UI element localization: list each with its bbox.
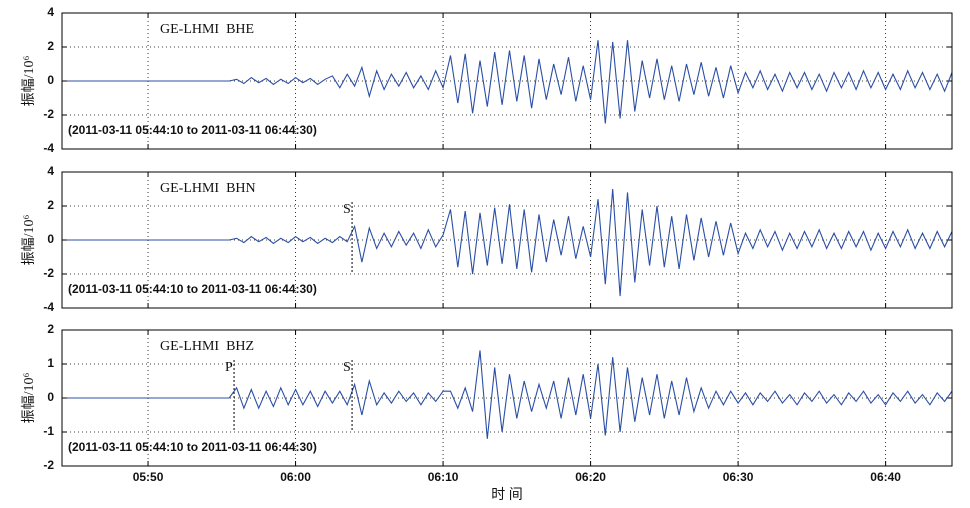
phase-label: P xyxy=(225,360,233,375)
plot-frame xyxy=(61,171,953,309)
x-tick-label: 06:30 xyxy=(723,470,754,484)
y-tick-label: 4 xyxy=(47,164,54,178)
waveform xyxy=(66,40,953,124)
phase-label: S xyxy=(343,202,351,217)
time-range: (2011-03-11 05:44:10 to 2011-03-11 06:44… xyxy=(68,282,317,296)
y-tick-label: -1 xyxy=(43,424,54,438)
time-range: (2011-03-11 05:44:10 to 2011-03-11 06:44… xyxy=(68,440,317,454)
x-tick-label: 05:50 xyxy=(133,470,164,484)
y-tick-label: 2 xyxy=(47,39,54,53)
y-tick-label: -4 xyxy=(43,300,54,314)
waveform xyxy=(66,350,953,439)
x-tick-label: 06:40 xyxy=(870,470,901,484)
x-tick-label: 06:20 xyxy=(575,470,606,484)
y-tick-label: 2 xyxy=(47,322,54,336)
y-axis-label: 振幅/10⁶ xyxy=(21,373,37,424)
y-tick-label: 0 xyxy=(47,390,54,404)
x-tick-label: 06:10 xyxy=(428,470,459,484)
y-tick-label: 0 xyxy=(47,232,54,246)
x-axis-label: 时 间 xyxy=(491,487,523,503)
y-axis-label: 振幅/10⁶ xyxy=(21,215,37,266)
y-axis-label: 振幅/10⁶ xyxy=(21,56,37,107)
y-tick-label: -2 xyxy=(43,266,54,280)
plot-frame xyxy=(61,12,953,150)
panel-title: GE-LHMI BHZ xyxy=(160,339,254,354)
waveform xyxy=(66,188,953,297)
y-tick-label: -2 xyxy=(43,107,54,121)
panel-title: GE-LHMI BHN xyxy=(160,181,256,196)
y-tick-label: -2 xyxy=(43,458,54,472)
y-tick-label: 2 xyxy=(47,198,54,212)
y-tick-label: 0 xyxy=(47,73,54,87)
plot-frame xyxy=(61,329,953,467)
y-tick-label: -4 xyxy=(43,141,54,155)
y-tick-label: 4 xyxy=(47,5,54,19)
phase-label: S xyxy=(343,360,351,375)
x-tick-label: 06:00 xyxy=(280,470,311,484)
panel-title: GE-LHMI BHE xyxy=(160,22,254,37)
time-range: (2011-03-11 05:44:10 to 2011-03-11 06:44… xyxy=(68,123,317,137)
y-tick-label: 1 xyxy=(47,356,54,370)
